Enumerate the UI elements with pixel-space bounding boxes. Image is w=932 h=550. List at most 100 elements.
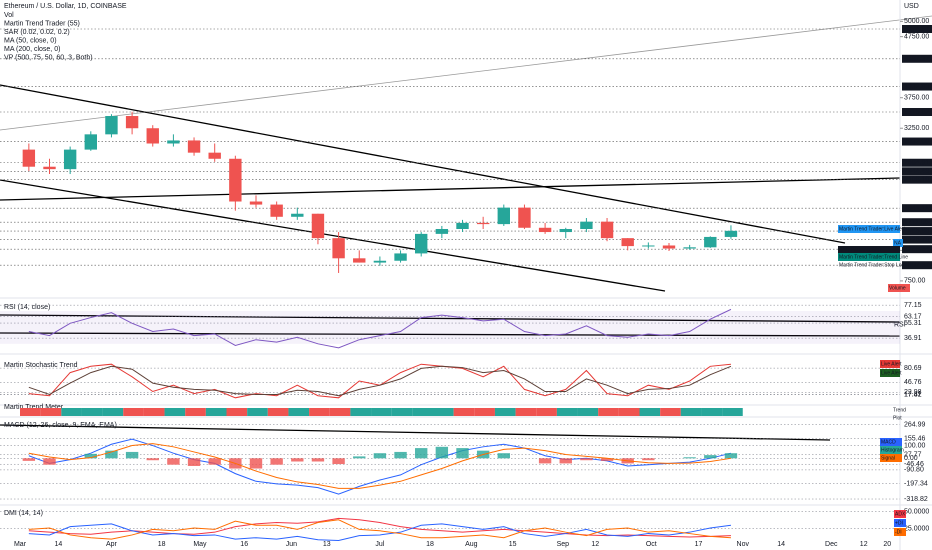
trend-segment xyxy=(267,408,289,416)
level-tag xyxy=(902,245,932,254)
x-tick-label: Sep xyxy=(557,541,570,548)
trend-segment xyxy=(102,408,124,416)
trend-segment xyxy=(453,408,475,416)
y-tick-label: 100.00 xyxy=(904,442,926,449)
alert-label: Live Alert xyxy=(881,361,902,367)
trend-segment xyxy=(701,408,723,416)
histogram-bar xyxy=(125,451,139,459)
trend-segment xyxy=(123,408,144,416)
pane-title: Martin Trend Meter xyxy=(4,404,64,411)
y-tick-label: 17.81 xyxy=(904,391,922,398)
histogram-bar xyxy=(456,448,469,459)
line-series xyxy=(28,523,732,541)
trend-segment xyxy=(391,408,413,416)
annotation: NA xyxy=(894,240,902,246)
level-label: 4874.97 xyxy=(904,26,929,33)
y-tick-label: 46.76 xyxy=(904,379,922,386)
level-tag xyxy=(902,54,932,63)
legend-item: Martin Trend Trader (55) xyxy=(4,20,80,27)
y-tick-label: -197.34 xyxy=(904,480,928,487)
trend-segment xyxy=(433,408,454,416)
alert-label: Live Alert xyxy=(881,370,902,376)
histogram-bar xyxy=(724,453,738,459)
x-tick-label: Aug xyxy=(465,541,478,548)
y-tick-label: 22.98 xyxy=(904,389,922,396)
level-tag xyxy=(902,137,932,146)
candle-body xyxy=(683,247,696,249)
trend-segment xyxy=(205,408,227,416)
histogram-bar xyxy=(683,457,696,459)
histogram-bar xyxy=(538,458,552,464)
trend-segment xyxy=(81,408,103,416)
level-label: 4387.37 xyxy=(904,56,929,63)
trend-segment xyxy=(556,408,578,416)
trend-segment xyxy=(639,408,661,416)
candle-body xyxy=(22,149,36,167)
level-label: 1426.78 xyxy=(904,236,929,243)
annotation-bg xyxy=(888,284,910,292)
legend-item: Signal xyxy=(881,455,895,461)
level-tag xyxy=(902,25,932,34)
candle-body xyxy=(642,245,655,247)
histogram-bar xyxy=(642,458,655,461)
legend-item: VP (500, 75, 50, 60, 3, Both) xyxy=(4,54,93,61)
y-tick-label: 17.42 xyxy=(904,392,922,399)
level-tag xyxy=(902,158,932,167)
x-tick-label: Mar xyxy=(14,541,27,548)
level-label: 2408.10 xyxy=(904,176,929,183)
y-tick-label: 3750.00 xyxy=(904,95,929,102)
y-tick-label: 55.31 xyxy=(904,320,922,327)
trend-segment xyxy=(371,408,392,416)
trend-segment xyxy=(185,408,206,416)
level-label: 1711.06 xyxy=(904,219,929,226)
x-tick-label: May xyxy=(193,541,207,548)
histogram-bar xyxy=(394,451,407,459)
candle-body xyxy=(497,207,510,225)
axis-label: USD xyxy=(904,3,919,10)
candle-body xyxy=(704,236,717,248)
candle-body xyxy=(538,227,552,233)
trend-segment xyxy=(618,408,640,416)
candle-body xyxy=(43,166,56,170)
histogram-bar xyxy=(270,458,283,465)
candle-body xyxy=(187,140,201,153)
candle-body xyxy=(146,128,159,144)
x-tick-label: Nov xyxy=(737,541,750,548)
histogram-bar xyxy=(600,458,614,461)
legend-item: MA (200, close, 0) xyxy=(4,46,60,53)
legend-item: SAR (0.02, 0.02, 0.2) xyxy=(4,29,70,36)
candle-body xyxy=(476,222,490,225)
trend-segment xyxy=(350,408,372,416)
x-tick-label: Dec xyxy=(825,541,838,548)
line-series xyxy=(28,308,732,349)
trend-segment xyxy=(412,408,433,416)
alert-tag xyxy=(880,360,900,368)
level-label: 2544.49 xyxy=(904,168,929,175)
x-tick-label: Jun xyxy=(286,541,297,548)
x-tick-label: 14 xyxy=(777,541,785,548)
histogram-bar xyxy=(311,458,325,462)
annotation: Martin Trend Trader:Stop Loss xyxy=(839,262,907,268)
level-label: 1565.90 xyxy=(904,228,929,235)
candle-body xyxy=(167,140,180,144)
annotation: SAR:ParabolicSAR xyxy=(839,247,882,253)
histogram-bar xyxy=(704,455,717,459)
annotation: Volume xyxy=(889,285,906,291)
y-tick-label: 0.00 xyxy=(904,455,918,462)
y-tick-label: 36.91 xyxy=(904,335,922,342)
level-tag xyxy=(902,82,932,91)
candle-body xyxy=(291,213,304,217)
strip-label: Trend xyxy=(893,407,906,413)
annotation-bg xyxy=(838,246,900,254)
trend-segment xyxy=(598,408,619,416)
candle-body xyxy=(125,116,139,129)
x-tick-label: Apr xyxy=(106,541,118,548)
y-tick-label: 155.46 xyxy=(904,435,926,442)
x-tick-label: 20 xyxy=(883,541,891,548)
y-tick-label: 3250.00 xyxy=(904,125,929,132)
histogram-bar xyxy=(580,458,593,461)
pane-tag: RSI xyxy=(894,321,906,328)
y-tick-label: 80.69 xyxy=(904,365,922,372)
histogram-bar xyxy=(43,458,56,465)
